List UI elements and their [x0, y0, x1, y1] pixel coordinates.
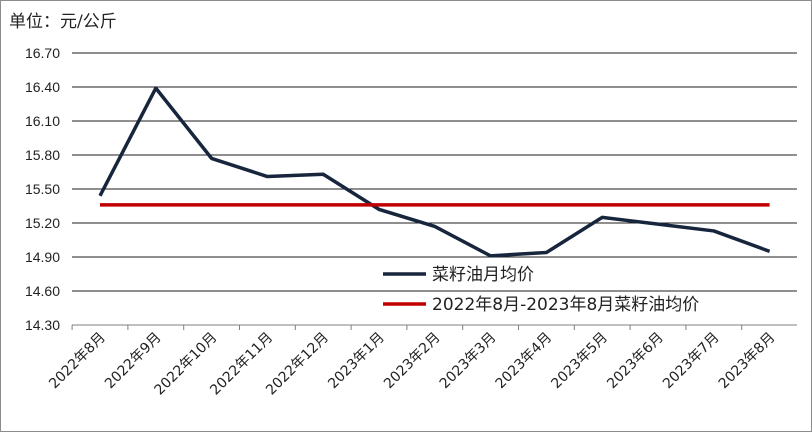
y-tick-label: 15.20: [25, 215, 60, 231]
x-tick-label: 2023年6月: [604, 330, 667, 393]
y-tick-label: 14.30: [25, 317, 60, 333]
x-tick-label: 2023年8月: [716, 330, 779, 393]
series-lines: [98, 86, 771, 258]
series-line-monthly-average: [98, 86, 771, 258]
x-tick-label: 2023年4月: [493, 330, 556, 393]
y-axis-ticks: 16.70 16.40 16.10 15.80 15.50 15.20 14.90 14.60…: [25, 45, 60, 333]
y-tick-label: 14.90: [25, 249, 60, 265]
legend-label: 菜籽油月均价: [432, 265, 534, 285]
x-tick-label: 2023年7月: [660, 330, 723, 393]
x-tick-label: 2023年3月: [437, 330, 500, 393]
unit-label: 单位：元/公斤: [9, 12, 117, 32]
y-tick-label: 15.80: [25, 147, 60, 163]
gridlines: [72, 52, 797, 326]
y-tick-label: 16.40: [25, 79, 60, 95]
x-tick-label: 2023年2月: [381, 330, 444, 393]
y-tick-label: 14.60: [25, 283, 60, 299]
legend: 菜籽油月均价 2022年8月-2023年8月菜籽油均价: [383, 265, 699, 315]
y-tick-label: 16.10: [25, 113, 60, 129]
y-tick-label: 15.50: [25, 181, 60, 197]
y-tick-label: 16.70: [25, 45, 60, 61]
legend-label: 2022年8月-2023年8月菜籽油均价: [432, 295, 699, 315]
x-axis-ticks: 2022年8月2022年9月2022年10月2022年11月2022年12月20…: [46, 325, 778, 398]
x-tick-label: 2023年5月: [548, 330, 611, 393]
x-tick-label: 2022年8月: [46, 330, 109, 393]
x-tick-label: 2023年1月: [325, 330, 388, 393]
